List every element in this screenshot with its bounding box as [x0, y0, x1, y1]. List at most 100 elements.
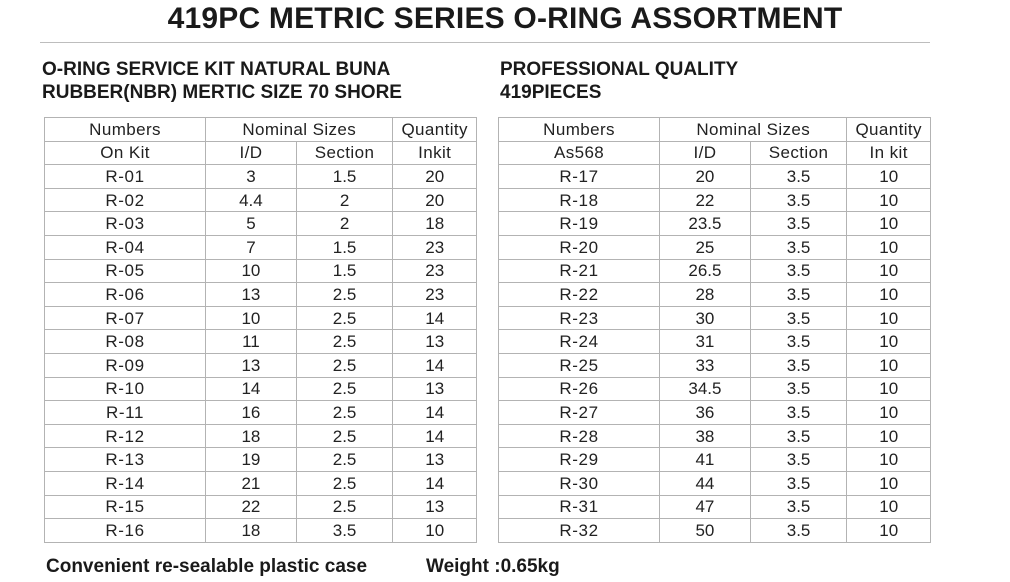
cell-quantity: 10 — [846, 211, 931, 236]
cell-section: 2.5 — [295, 470, 394, 496]
cell-part-number: R-31 — [497, 494, 661, 520]
cell-part-number: R-32 — [497, 518, 661, 543]
kit-description-line-2: RUBBER(NBR) MERTIC SIZE 70 SHORE — [42, 82, 402, 103]
cell-section: 3.5 — [749, 470, 848, 496]
quality-description: PROFESSIONAL QUALITY 419PIECES — [500, 58, 738, 104]
table-row: R-27 36 3.5 10 — [497, 400, 931, 425]
cell-quantity: 10 — [846, 518, 931, 543]
header-quantity-sub: In kit — [846, 140, 931, 166]
cell-quantity: 14 — [392, 352, 477, 378]
cell-inner-diameter: 25 — [659, 234, 751, 260]
case-note: Convenient re-sealable plastic case — [46, 556, 368, 577]
title-divider — [40, 42, 930, 43]
cell-part-number: R-28 — [497, 423, 661, 449]
cell-section: 2.5 — [295, 376, 394, 402]
cell-quantity: 10 — [846, 164, 931, 189]
cell-section: 3.5 — [749, 494, 848, 520]
cell-inner-diameter: 21 — [205, 470, 297, 496]
cell-inner-diameter: 36 — [659, 400, 751, 425]
cell-inner-diameter: 3 — [205, 164, 297, 189]
cell-inner-diameter: 33 — [659, 352, 751, 378]
cell-section: 3.5 — [749, 447, 848, 472]
table-row: R-10 14 2.5 13 — [43, 376, 477, 402]
cell-section: 3.5 — [295, 518, 394, 543]
table-row: R-12 18 2.5 14 — [43, 423, 477, 449]
cell-part-number: R-09 — [43, 352, 207, 378]
cell-quantity: 14 — [392, 423, 477, 449]
table-body: R-17 20 3.5 10 R-18 22 3.5 10 R-19 23.5 3.5 10 R-20 2… — [497, 164, 931, 543]
cell-section: 2.5 — [295, 329, 394, 354]
table-row: R-08 11 2.5 13 — [43, 329, 477, 354]
cell-part-number: R-22 — [497, 282, 661, 307]
cell-quantity: 10 — [846, 447, 931, 472]
header-section: Section — [295, 140, 394, 166]
cell-quantity: 10 — [846, 352, 931, 378]
cell-quantity: 13 — [392, 447, 477, 472]
quality-description-line-1: PROFESSIONAL QUALITY — [500, 59, 739, 80]
cell-part-number: R-12 — [43, 423, 207, 449]
cell-inner-diameter: 22 — [659, 187, 751, 213]
cell-inner-diameter: 47 — [659, 494, 751, 520]
cell-section: 2.5 — [295, 352, 394, 378]
cell-section: 3.5 — [749, 234, 848, 260]
cell-quantity: 10 — [846, 400, 931, 425]
table-subheader-row: On Kit I/D Section Inkit — [43, 140, 477, 166]
table-row: R-16 18 3.5 10 — [43, 518, 477, 543]
table-row: R-11 16 2.5 14 — [43, 400, 477, 425]
cell-inner-diameter: 44 — [659, 470, 751, 496]
cell-section: 3.5 — [749, 329, 848, 354]
cell-part-number: R-19 — [497, 211, 661, 236]
header-numbers: Numbers — [43, 117, 207, 142]
cell-part-number: R-01 — [43, 164, 207, 189]
cell-part-number: R-24 — [497, 329, 661, 354]
cell-quantity: 23 — [392, 234, 477, 260]
header-quantity: Quantity — [846, 117, 931, 142]
table-row: R-04 7 1.5 23 — [43, 234, 477, 260]
cell-part-number: R-02 — [43, 187, 207, 213]
cell-inner-diameter: 14 — [205, 376, 297, 402]
cell-part-number: R-07 — [43, 305, 207, 331]
table-row: R-22 28 3.5 10 — [497, 282, 931, 307]
cell-part-number: R-06 — [43, 282, 207, 307]
cell-part-number: R-14 — [43, 470, 207, 496]
cell-part-number: R-25 — [497, 352, 661, 378]
cell-quantity: 10 — [392, 518, 477, 543]
cell-section: 2.5 — [295, 423, 394, 449]
cell-section: 3.5 — [749, 352, 848, 378]
cell-inner-diameter: 7 — [205, 234, 297, 260]
cell-quantity: 14 — [392, 305, 477, 331]
cell-inner-diameter: 5 — [205, 211, 297, 236]
cell-quantity: 13 — [392, 494, 477, 520]
cell-inner-diameter: 23.5 — [659, 211, 751, 236]
cell-inner-diameter: 38 — [659, 423, 751, 449]
cell-inner-diameter: 16 — [205, 400, 297, 425]
cell-inner-diameter: 4.4 — [205, 187, 297, 213]
header-quantity: Quantity — [392, 117, 477, 142]
cell-section: 1.5 — [295, 164, 394, 189]
cell-inner-diameter: 13 — [205, 352, 297, 378]
cell-quantity: 10 — [846, 470, 931, 496]
cell-part-number: R-13 — [43, 447, 207, 472]
cell-part-number: R-17 — [497, 164, 661, 189]
kit-description: O-RING SERVICE KIT NATURAL BUNA RUBBER(N… — [42, 58, 402, 104]
cell-inner-diameter: 18 — [205, 518, 297, 543]
cell-part-number: R-04 — [43, 234, 207, 260]
cell-quantity: 20 — [392, 187, 477, 213]
cell-quantity: 23 — [392, 282, 477, 307]
cell-quantity: 13 — [392, 376, 477, 402]
cell-part-number: R-30 — [497, 470, 661, 496]
cell-part-number: R-18 — [497, 187, 661, 213]
table-row: R-28 38 3.5 10 — [497, 423, 931, 449]
cell-part-number: R-11 — [43, 400, 207, 425]
header-numbers-sub: As568 — [497, 140, 661, 166]
cell-section: 3.5 — [749, 282, 848, 307]
oring-table-right: Numbers Nominal Sizes Quantity As568 I/D… — [497, 117, 931, 543]
table-row: R-03 5 2 18 — [43, 211, 477, 236]
oring-table-left: Numbers Nominal Sizes Quantity On Kit I/… — [43, 117, 477, 543]
cell-part-number: R-15 — [43, 494, 207, 520]
table-row: R-01 3 1.5 20 — [43, 164, 477, 189]
table-row: R-32 50 3.5 10 — [497, 518, 931, 543]
cell-inner-diameter: 34.5 — [659, 376, 751, 402]
cell-section: 3.5 — [749, 305, 848, 331]
cell-section: 2 — [295, 211, 394, 236]
